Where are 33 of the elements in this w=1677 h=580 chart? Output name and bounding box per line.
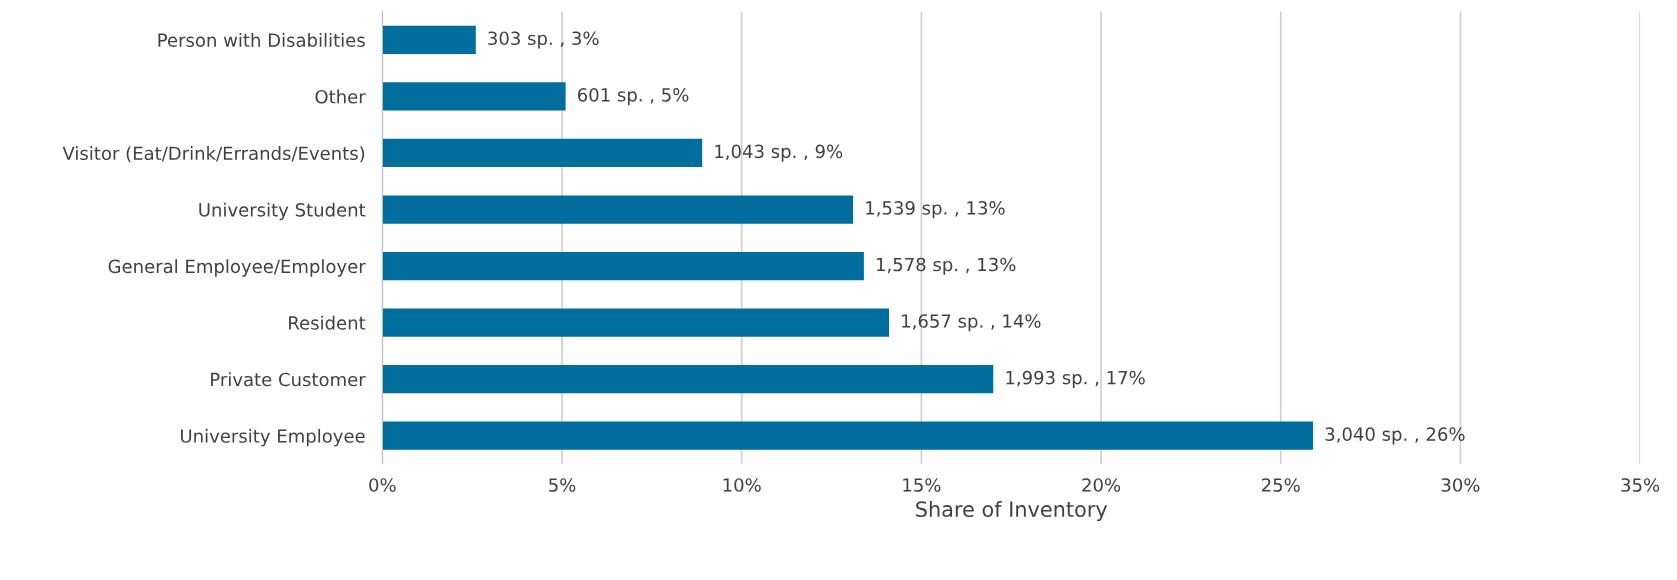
bar: [382, 82, 566, 111]
bar: [382, 421, 1314, 450]
x-tick-label: 10%: [723, 478, 761, 492]
bar: [382, 365, 994, 394]
x-tick-label: 30%: [1441, 478, 1480, 492]
y-tick-label: Person with Disabilities: [158, 33, 365, 47]
data-label: 1,657 sp. , 14%: [902, 314, 1041, 332]
bar: [382, 195, 854, 224]
x-tick-label: 5%: [549, 478, 576, 492]
x-tick-label: 0%: [369, 478, 396, 492]
data-label: 3,040 sp. , 26%: [1325, 427, 1465, 445]
x-tick-label: 15%: [903, 478, 941, 492]
x-axis-title: Share of Inventory: [916, 500, 1108, 522]
x-tick-label: 25%: [1262, 478, 1300, 492]
y-tick-label: Visitor (Eat/Drink/Errands/Events): [62, 146, 365, 163]
data-label: 1,539 sp. , 13%: [866, 201, 1005, 219]
y-tick-label: Other: [315, 89, 366, 104]
bar: [382, 251, 864, 281]
data-label: 1,043 sp. , 9%: [715, 144, 843, 162]
y-tick-label: General Employee/Employer: [108, 259, 366, 277]
data-label: 303 sp. , 3%: [488, 31, 599, 49]
y-tick-label: University Student: [199, 202, 366, 221]
bar: [382, 138, 703, 168]
bar: [382, 25, 476, 55]
data-label: 1,578 sp. , 13%: [876, 257, 1016, 275]
y-tick-label: Private Customer: [211, 372, 366, 387]
x-tick-label: 35%: [1621, 478, 1660, 492]
bar: [382, 308, 890, 337]
data-label: 1,993 sp. , 17%: [1006, 370, 1145, 388]
data-label: 601 sp. , 5%: [578, 88, 689, 106]
y-tick-label: University Employee: [181, 428, 365, 447]
y-tick-label: Resident: [289, 315, 366, 330]
x-tick-label: 20%: [1082, 478, 1121, 492]
